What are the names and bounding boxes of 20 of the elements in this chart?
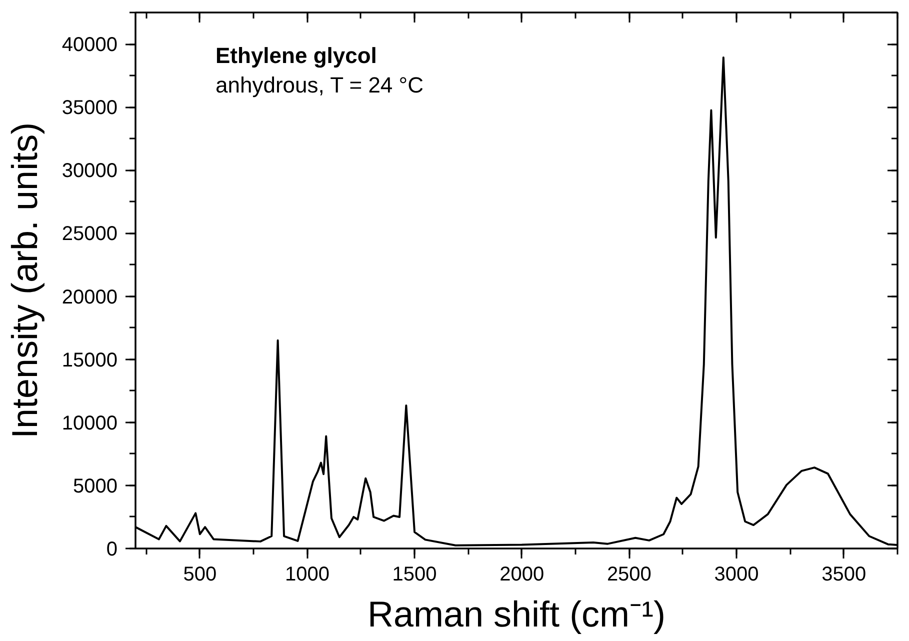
y-tick-label: 10000 xyxy=(62,412,118,434)
y-tick-label: 40000 xyxy=(62,34,118,56)
x-tick-label: 1500 xyxy=(392,564,437,586)
y-tick-label: 15000 xyxy=(62,349,118,372)
x-axis-title: Raman shift (cm⁻¹) xyxy=(367,594,666,634)
y-tick-label: 35000 xyxy=(62,97,118,120)
x-tick-label: 500 xyxy=(183,564,217,586)
y-tick-label: 20000 xyxy=(62,286,118,308)
x-tick-label: 3500 xyxy=(822,564,866,586)
annotation: Ethylene glycol xyxy=(216,42,377,68)
x-tick-label: 1000 xyxy=(284,564,330,586)
y-tick-label: 30000 xyxy=(62,160,118,182)
y-axis-title: Intensity (arb. units) xyxy=(4,122,45,439)
annotation: anhydrous, T = 24 °C xyxy=(216,72,424,98)
x-tick-label: 3000 xyxy=(714,564,759,586)
y-tick-label: 0 xyxy=(106,538,118,560)
y-tick-label: 25000 xyxy=(62,223,118,246)
x-tick-label: 2500 xyxy=(606,564,652,586)
x-tick-label: 2000 xyxy=(500,564,544,586)
y-tick-label: 5000 xyxy=(73,475,118,498)
